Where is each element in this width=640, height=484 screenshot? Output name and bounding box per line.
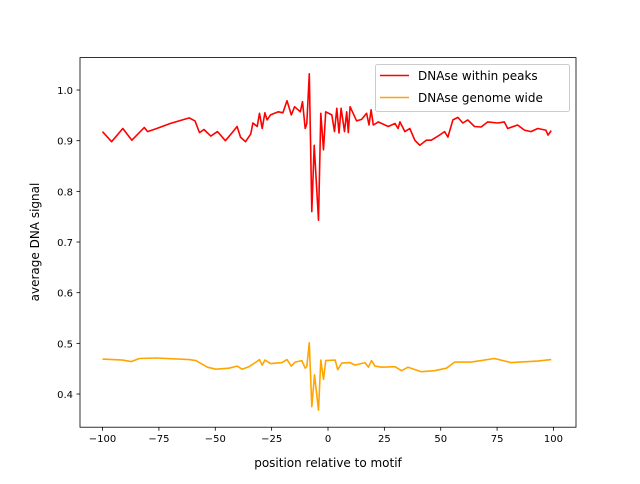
x-tick-label: −25: [261, 434, 282, 445]
legend-label-genome: DNAse genome wide: [418, 91, 543, 105]
y-tick-label: 0.8: [57, 187, 73, 198]
x-tick-label: 75: [491, 434, 504, 445]
x-axis-label: position relative to motif: [254, 456, 402, 470]
y-tick-label: 0.9: [57, 137, 73, 148]
legend: DNAse within peaks DNAse genome wide: [375, 64, 570, 112]
y-tick-label: 1.0: [57, 86, 73, 97]
legend-box: [375, 64, 570, 112]
y-tick-label: 0.5: [57, 339, 73, 350]
x-tick-label: 50: [434, 434, 447, 445]
x-tick-label: 25: [378, 434, 391, 445]
x-tick-label: −50: [205, 434, 226, 445]
series-line-genome-wide: [102, 341, 552, 412]
x-tick-label: 0: [325, 434, 331, 445]
y-axis-label: average DNA signal: [28, 183, 42, 302]
y-tick-label: 0.7: [57, 238, 73, 249]
y-tick-label: 0.4: [57, 390, 73, 401]
x-tick-label: −75: [148, 434, 169, 445]
y-tick-label: 0.6: [57, 289, 73, 300]
axes-frame: [79, 57, 577, 428]
ticks-layer: −100 −75 −50 −25 0 25 50 75 100 0.4 0.5 0.6 0.7 0.8 0.…: [57, 86, 563, 445]
series-layer: [101, 73, 552, 412]
series-line-within-peaks: [101, 73, 552, 221]
x-tick-label: 100: [544, 434, 563, 445]
legend-label-peaks: DNAse within peaks: [418, 69, 538, 83]
x-tick-label: −100: [89, 434, 116, 445]
